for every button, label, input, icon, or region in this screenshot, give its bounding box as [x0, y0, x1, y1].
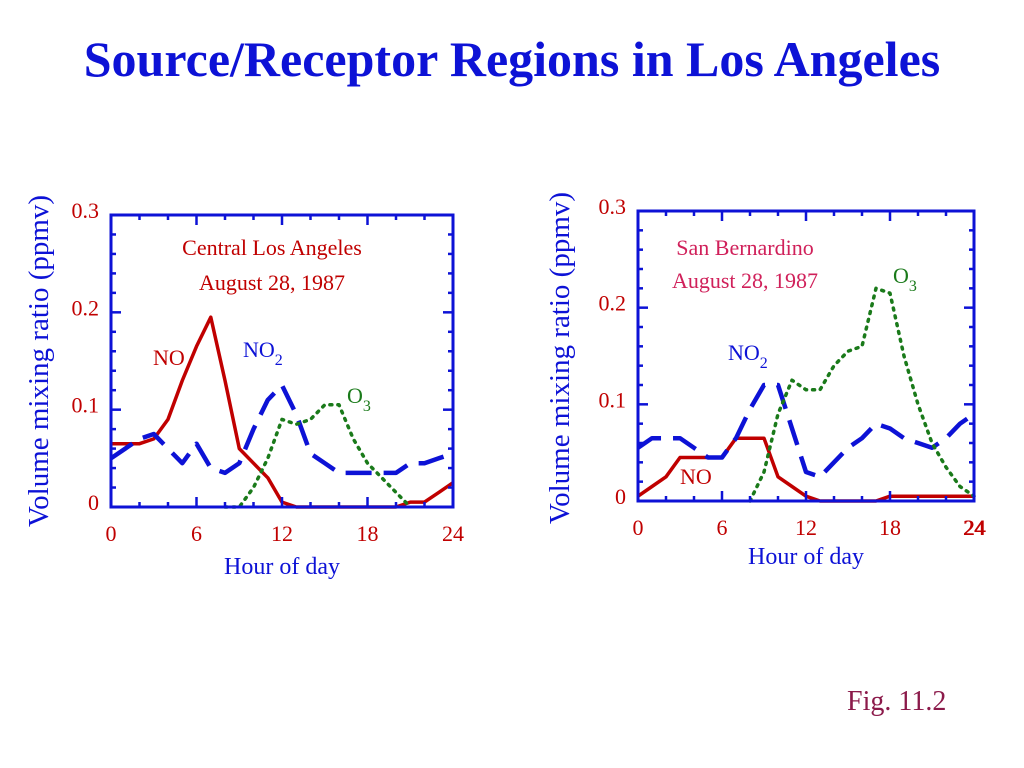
x-tick-label: 12 — [271, 521, 293, 546]
chart-annotation-sb: San Bernardino — [676, 235, 813, 260]
series-label-no2-la: NO2 — [243, 337, 283, 369]
x-tick-label: 24 — [963, 515, 985, 540]
y-tick-label: 0.2 — [72, 295, 100, 320]
x-tick-label: 18 — [879, 515, 901, 540]
x-tick-label: 6 — [191, 521, 202, 546]
series-label-no2-sb: NO2 — [728, 340, 768, 372]
x-tick-label: 0 — [633, 515, 644, 540]
y-tick-label: 0 — [88, 490, 99, 515]
y-tick-label: 0.1 — [599, 387, 627, 412]
series-label-o3-sb: O3 — [893, 263, 917, 295]
y-tick-label: 0.1 — [72, 393, 100, 418]
figure-label: Fig. 11.2 — [847, 686, 947, 717]
chart-annotation-la: Central Los Angeles — [182, 235, 362, 260]
x-tick-label: 6 — [717, 515, 728, 540]
chart-annotation-sb: August 28, 1987 — [672, 268, 818, 293]
x-tick-label: 18 — [357, 521, 379, 546]
x-axis-title-la: Hour of day — [224, 554, 340, 580]
series-o3-line-la — [223, 403, 413, 509]
x-axis-title-sb: Hour of day — [748, 544, 864, 570]
y-tick-label: 0.3 — [72, 198, 100, 223]
chart-annotation-la: August 28, 1987 — [199, 270, 345, 295]
y-tick-label: 0.3 — [599, 194, 627, 219]
x-tick-label: 12 — [795, 515, 817, 540]
series-o3-line-sb — [748, 286, 976, 503]
series-label-no-sb: NO — [680, 464, 712, 489]
series-no2-line-sb — [636, 382, 976, 480]
series-no2-line-la — [109, 383, 454, 476]
series-label-no-la: NO — [153, 345, 185, 370]
x-tick-label: 24 — [442, 521, 464, 546]
x-tick-label: 0 — [106, 521, 117, 546]
series-label-o3-la: O3 — [347, 383, 371, 415]
y-tick-label: 0 — [615, 484, 626, 509]
y-tick-label: 0.2 — [599, 291, 627, 316]
page-title: Source/Receptor Regions in Los Angeles — [83, 31, 941, 87]
y-axis-title-la: Volume mixing ratio (ppmv) — [23, 195, 55, 527]
x-tick-label: 24 — [964, 515, 986, 540]
y-axis-title-sb: Volume mixing ratio (ppmv) — [544, 192, 576, 524]
